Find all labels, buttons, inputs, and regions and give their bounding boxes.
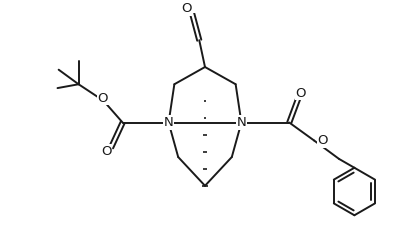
Text: N: N (236, 116, 246, 129)
Text: O: O (97, 92, 108, 105)
Text: O: O (181, 2, 192, 15)
Text: O: O (101, 145, 112, 158)
Text: O: O (317, 134, 327, 147)
Text: N: N (163, 116, 173, 129)
Text: O: O (295, 87, 305, 100)
